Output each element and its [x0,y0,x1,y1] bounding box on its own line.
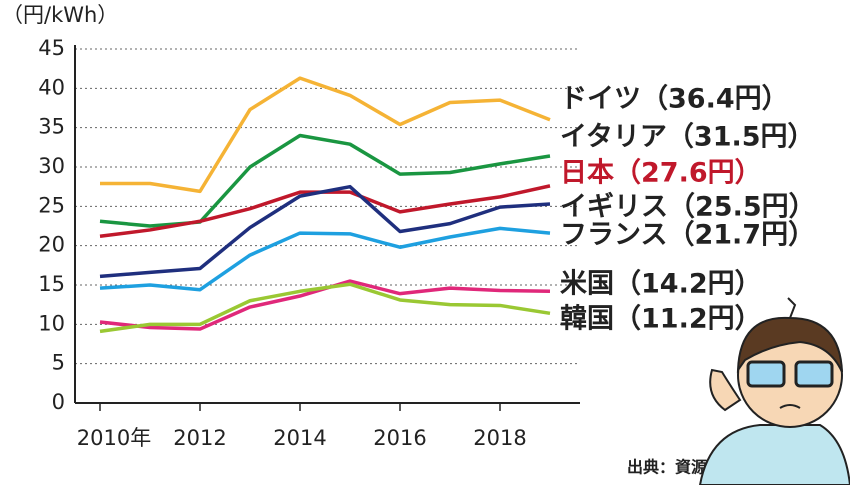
y-tick-label: 0 [52,390,65,414]
y-tick-label: 15 [38,272,65,296]
y-tick-label: 35 [38,115,65,139]
y-tick-label: 20 [38,233,65,257]
legend-label: ドイツ（36.4円） [560,84,789,115]
series-line [99,184,551,279]
legend-label: 日本（27.6円） [560,158,762,189]
series-line [99,226,551,292]
x-tick-label: 2016 [373,426,426,450]
y-tick-label: 40 [38,75,65,99]
character [698,297,850,485]
x-tick-label: 2010年 [77,426,151,450]
y-tick-label: 25 [38,193,65,217]
y-tick-label: 45 [38,36,65,60]
legend-label: 米国（14.2円） [560,269,762,300]
x-tick-label: 2012 [173,426,226,450]
legend-label: イタリア（31.5円） [560,122,815,153]
legend-label: フランス（21.7円） [560,220,815,251]
y-tick-label: 10 [38,311,65,335]
y-tick-label: 30 [38,154,65,178]
unit-label: （円/kWh） [2,3,118,27]
x-tick-label: 2014 [273,426,326,450]
x-tick-label: 2018 [473,426,526,450]
series-line [99,184,551,238]
series-line [100,76,551,194]
series-line [99,282,551,334]
legend-label: イギリス（25.5円） [560,192,816,223]
y-tick-label: 5 [52,351,65,375]
legend-label: 韓国（11.2円） [560,304,762,335]
